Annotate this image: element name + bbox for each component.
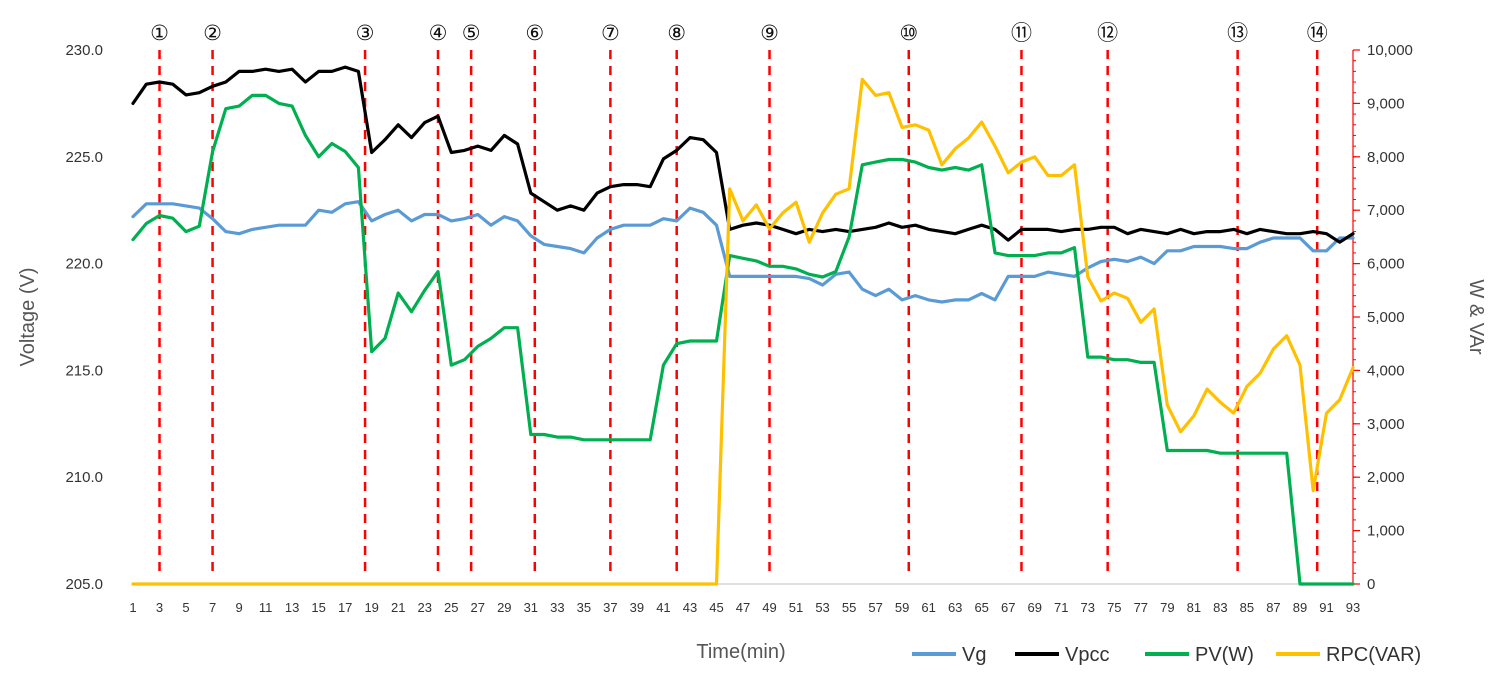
event-marker-label: ③ xyxy=(356,21,375,45)
event-marker-label: ⑩ xyxy=(899,21,918,45)
x-tick-label: 65 xyxy=(974,600,988,615)
x-tick-label: 61 xyxy=(921,600,935,615)
event-marker-label: ⑤ xyxy=(462,21,481,45)
x-tick-label: 17 xyxy=(338,600,352,615)
x-tick-label: 11 xyxy=(259,600,273,615)
x-tick-label: 53 xyxy=(815,600,829,615)
x-tick-label: 7 xyxy=(209,600,216,615)
y-tick-label: 220.0 xyxy=(65,256,103,273)
x-tick-label: 49 xyxy=(762,600,776,615)
x-tick-label: 21 xyxy=(391,600,405,615)
y-tick-label: 230.0 xyxy=(65,42,103,59)
x-tick-label: 25 xyxy=(444,600,458,615)
event-marker-label: ⑨ xyxy=(760,21,779,45)
x-tick-label: 23 xyxy=(418,600,432,615)
legend-label: RPC(VAR) xyxy=(1326,644,1421,666)
x-tick-label: 81 xyxy=(1187,600,1201,615)
series-line-pv-w xyxy=(131,93,1355,586)
x-tick-label: 47 xyxy=(736,600,750,615)
event-marker-label: ② xyxy=(203,21,222,45)
y-tick-label: 215.0 xyxy=(65,362,103,379)
y2-tick-label: 8,000 xyxy=(1367,149,1405,166)
x-tick-label: 75 xyxy=(1107,600,1121,615)
x-tick-label: 57 xyxy=(868,600,882,615)
event-marker-label: ⑧ xyxy=(667,21,686,45)
x-tick-label: 43 xyxy=(683,600,697,615)
event-marker-label: ⑪ xyxy=(1011,21,1032,45)
y-tick-label: 205.0 xyxy=(65,576,103,593)
x-tick-label: 27 xyxy=(471,600,485,615)
event-marker-label: ⑥ xyxy=(525,21,544,45)
x-tick-label: 33 xyxy=(550,600,564,615)
x-tick-label: 93 xyxy=(1346,600,1360,615)
x-tick-label: 91 xyxy=(1319,600,1333,615)
x-tick-label: 19 xyxy=(364,600,378,615)
series-lines xyxy=(131,65,1355,586)
x-tick-label: 85 xyxy=(1240,600,1254,615)
series-line-rpc-var xyxy=(131,77,1355,586)
x-tick-label: 1 xyxy=(129,600,136,615)
event-marker-label: ⑭ xyxy=(1307,21,1328,45)
event-marker-label: ⑦ xyxy=(601,21,620,45)
x-tick-label: 67 xyxy=(1001,600,1015,615)
event-marker-label: ④ xyxy=(429,21,448,45)
event-marker-label: ① xyxy=(150,21,169,45)
x-tick-label: 13 xyxy=(285,600,299,615)
x-tick-label: 51 xyxy=(789,600,803,615)
x-tick-label: 3 xyxy=(156,600,163,615)
x-tick-label: 37 xyxy=(603,600,617,615)
legend-label: Vg xyxy=(962,644,986,666)
legend: Vg Vpcc PV(W) RPC(VAR) xyxy=(912,644,1421,666)
y2-tick-label: 9,000 xyxy=(1367,95,1405,112)
x-tick-label: 89 xyxy=(1293,600,1307,615)
y2-tick-label: 1,000 xyxy=(1367,523,1405,540)
y-tick-label: 225.0 xyxy=(65,149,103,166)
chart-axes: 205.0 210.0 215.0 220.0 225.0 230.0 0 1,000 2,00… xyxy=(65,42,1412,615)
x-tick-label: 77 xyxy=(1134,600,1148,615)
y-axis-title: Voltage (V) xyxy=(17,268,39,367)
x-tick-label: 69 xyxy=(1028,600,1042,615)
x-tick-label: 9 xyxy=(235,600,242,615)
x-tick-label: 41 xyxy=(656,600,670,615)
series-line-vpcc xyxy=(131,65,1355,244)
x-axis-title: Time(min) xyxy=(696,641,785,663)
x-tick-label: 63 xyxy=(948,600,962,615)
y2-tick-label: 10,000 xyxy=(1367,42,1413,59)
x-tick-label: 71 xyxy=(1054,600,1068,615)
y2-axis-title: W & VAr xyxy=(1465,279,1487,355)
x-tick-label: 55 xyxy=(842,600,856,615)
y2-tick-label: 0 xyxy=(1367,576,1375,593)
y2-tick-label: 3,000 xyxy=(1367,416,1405,433)
x-tick-label: 35 xyxy=(577,600,591,615)
x-tick-label: 45 xyxy=(709,600,723,615)
event-marker-label: ⑫ xyxy=(1097,21,1118,45)
x-tick-label: 83 xyxy=(1213,600,1227,615)
x-tick-label: 31 xyxy=(524,600,538,615)
x-tick-label: 87 xyxy=(1266,600,1280,615)
x-tick-label: 39 xyxy=(630,600,644,615)
x-tick-label: 15 xyxy=(311,600,325,615)
x-tick-label: 73 xyxy=(1081,600,1095,615)
y2-tick-label: 4,000 xyxy=(1367,362,1405,379)
y2-tick-label: 7,000 xyxy=(1367,202,1405,219)
x-tick-label: 29 xyxy=(497,600,511,615)
x-tick-label: 5 xyxy=(182,600,189,615)
legend-label: Vpcc xyxy=(1065,644,1109,666)
y-tick-label: 210.0 xyxy=(65,469,103,486)
x-tick-label: 79 xyxy=(1160,600,1174,615)
event-marker-label: ⑬ xyxy=(1227,21,1248,45)
y2-tick-label: 6,000 xyxy=(1367,256,1405,273)
legend-label: PV(W) xyxy=(1195,644,1254,666)
x-tick-label: 59 xyxy=(895,600,909,615)
series-line-vg xyxy=(131,200,1355,304)
y2-tick-label: 5,000 xyxy=(1367,309,1405,326)
y2-tick-label: 2,000 xyxy=(1367,469,1405,486)
